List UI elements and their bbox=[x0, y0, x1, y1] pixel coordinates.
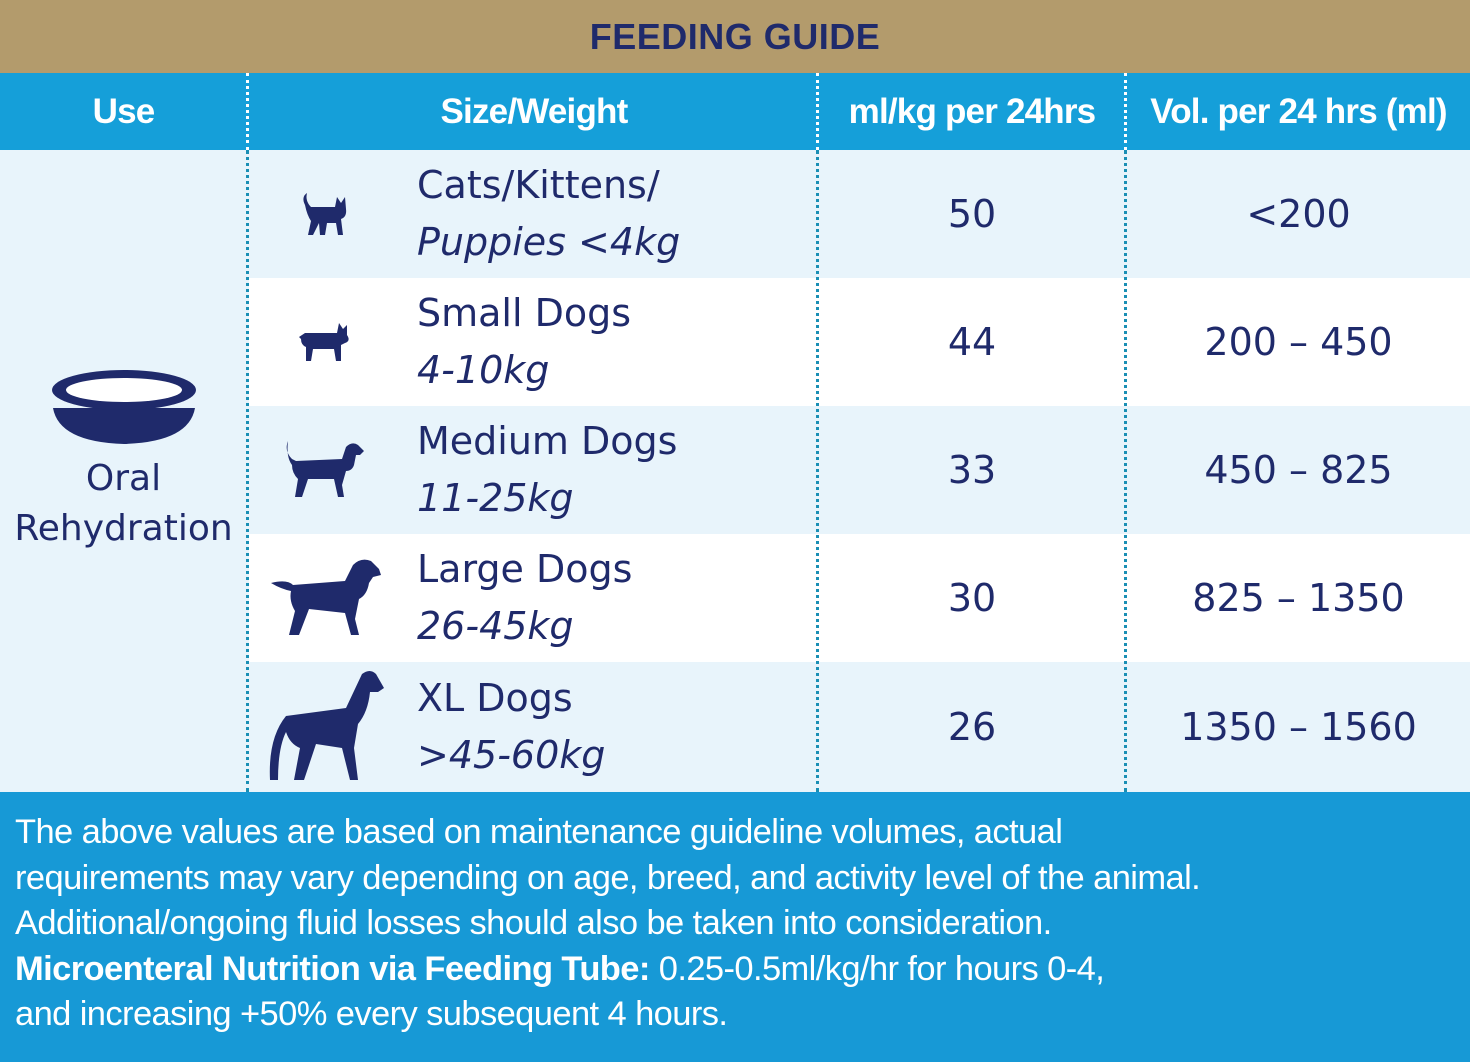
mlkg-value: 30 bbox=[947, 576, 997, 620]
vol-value: 1350 – 1560 bbox=[1180, 705, 1417, 749]
footer-line: The above values are based on maintenanc… bbox=[15, 813, 1063, 851]
title-bar: FEEDING GUIDE bbox=[0, 0, 1470, 73]
size-name: Small Dogs bbox=[417, 291, 632, 335]
header-mlkg: ml/kg per 24hrs bbox=[848, 91, 1097, 131]
mlkg-value: 44 bbox=[947, 320, 997, 364]
size-weight: Puppies <4kg bbox=[417, 220, 681, 264]
bowl-icon bbox=[51, 370, 196, 444]
header-divider bbox=[816, 73, 819, 150]
use-cell: Oral Rehydration bbox=[0, 150, 247, 792]
size-cell: XL Dogs >45-60kg bbox=[417, 662, 605, 792]
size-name: Cats/Kittens/ bbox=[417, 163, 660, 207]
medium-dog-icon bbox=[279, 406, 369, 534]
cat-icon bbox=[289, 150, 359, 278]
mlkg-value: 33 bbox=[947, 448, 997, 492]
table-row: Small Dogs 4-10kg 44 200 – 450 bbox=[249, 278, 1470, 406]
use-label-line1: Oral bbox=[85, 458, 162, 499]
vol-value: 825 – 1350 bbox=[1192, 576, 1405, 620]
table-row: XL Dogs >45-60kg 26 1350 – 1560 bbox=[249, 662, 1470, 792]
size-weight: 26-45kg bbox=[417, 604, 574, 648]
size-name: XL Dogs bbox=[417, 676, 573, 720]
size-name: Medium Dogs bbox=[417, 419, 678, 463]
header-divider bbox=[1124, 73, 1127, 150]
size-weight: >45-60kg bbox=[417, 733, 606, 777]
size-name: Large Dogs bbox=[417, 547, 633, 591]
footer-line: and increasing +50% every subsequent 4 h… bbox=[15, 995, 728, 1033]
mlkg-value: 50 bbox=[947, 192, 997, 236]
header-vol: Vol. per 24 hrs (ml) bbox=[1150, 91, 1447, 131]
table-row: Cats/Kittens/ Puppies <4kg 50 <200 bbox=[249, 150, 1470, 278]
footer-line: requirements may vary depending on age, … bbox=[15, 858, 1201, 897]
table-header: Use Size/Weight ml/kg per 24hrs Vol. per… bbox=[0, 73, 1470, 150]
xl-dog-icon bbox=[264, 662, 389, 792]
size-cell: Small Dogs 4-10kg bbox=[417, 278, 631, 406]
header-use: Use bbox=[92, 91, 156, 131]
table-row: Large Dogs 26-45kg 30 825 – 1350 bbox=[249, 534, 1470, 662]
size-cell: Medium Dogs 11-25kg bbox=[417, 406, 677, 534]
table-row: Medium Dogs 11-25kg 33 450 – 825 bbox=[249, 406, 1470, 534]
vol-value: 450 – 825 bbox=[1204, 448, 1393, 492]
header-size: Size/Weight bbox=[440, 91, 629, 131]
column-divider bbox=[246, 150, 249, 792]
size-cell: Cats/Kittens/ Puppies <4kg bbox=[417, 150, 680, 278]
mlkg-value: 26 bbox=[947, 705, 997, 749]
vol-value: <200 bbox=[1246, 192, 1351, 236]
vol-value: 200 – 450 bbox=[1204, 320, 1393, 364]
size-weight: 4-10kg bbox=[417, 348, 550, 392]
small-dog-icon bbox=[289, 278, 359, 406]
footer-line: Additional/ongoing fluid losses should a… bbox=[15, 904, 1052, 942]
footer-bold-label: Microenteral Nutrition via Feeding Tube: bbox=[15, 949, 650, 988]
page-title: FEEDING GUIDE bbox=[589, 15, 881, 57]
footer-notes: The above values are based on maintenanc… bbox=[0, 792, 1470, 1062]
header-divider bbox=[246, 73, 249, 150]
footer-line: Microenteral Nutrition via Feeding Tube:… bbox=[15, 947, 1470, 993]
column-divider bbox=[1124, 150, 1127, 792]
column-divider bbox=[816, 150, 819, 792]
use-label-line2: Rehydration bbox=[14, 508, 233, 549]
large-dog-icon bbox=[264, 534, 389, 662]
footer-line-rest: 0.25-0.5ml/kg/hr for hours 0-4, bbox=[649, 949, 1105, 988]
size-cell: Large Dogs 26-45kg bbox=[417, 534, 632, 662]
size-weight: 11-25kg bbox=[417, 476, 574, 520]
